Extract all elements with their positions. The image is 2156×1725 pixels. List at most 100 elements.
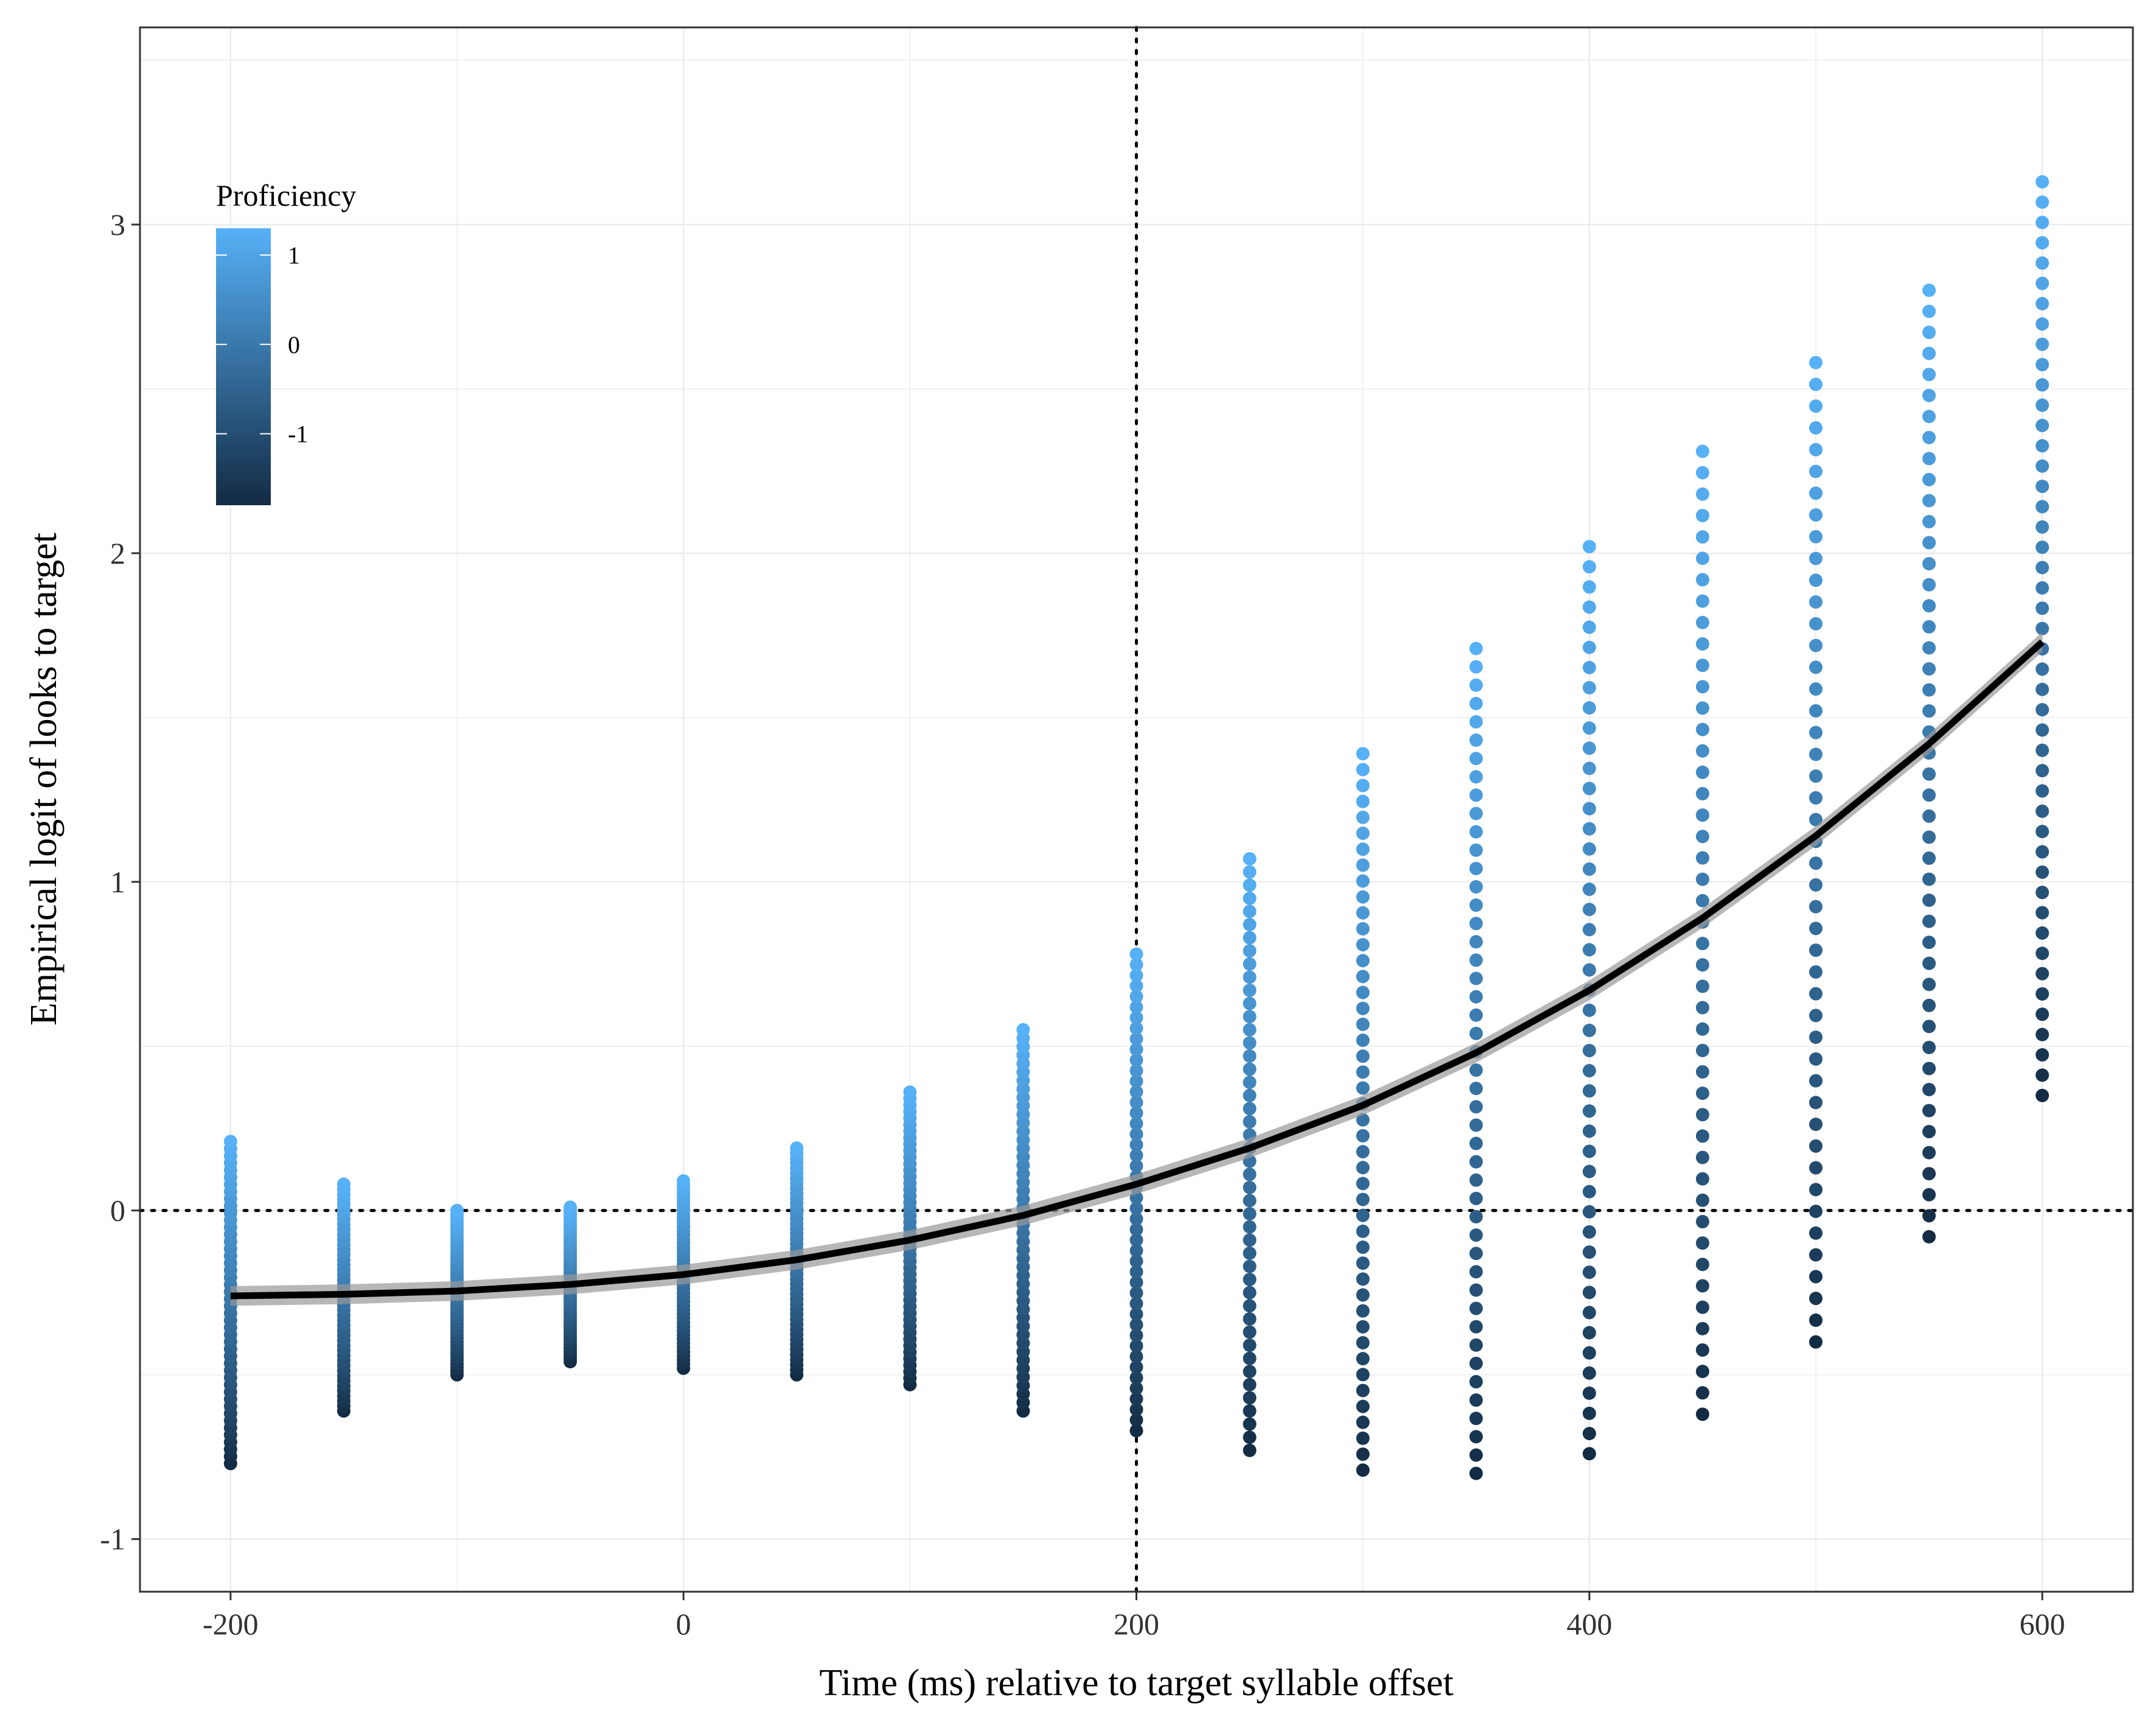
data-point — [2036, 825, 2050, 839]
data-point — [1243, 1377, 1257, 1391]
data-point — [1356, 938, 1370, 952]
data-point — [1582, 620, 1596, 634]
data-point — [1243, 891, 1257, 905]
data-point — [1356, 1352, 1370, 1366]
data-point — [1582, 1225, 1596, 1239]
data-point — [1469, 843, 1483, 857]
x-tick-label: 600 — [2020, 1607, 2065, 1641]
data-point — [1356, 970, 1370, 984]
data-point — [1356, 810, 1370, 824]
data-point — [1809, 1226, 1823, 1240]
data-point — [1356, 779, 1370, 793]
data-point — [1695, 744, 1709, 758]
data-point — [1469, 788, 1483, 802]
data-point — [1243, 1430, 1257, 1444]
data-point — [1356, 1304, 1370, 1318]
data-point — [1695, 466, 1709, 480]
data-point — [1695, 530, 1709, 544]
data-point — [2036, 398, 2050, 412]
data-point — [1582, 923, 1596, 937]
data-point — [1582, 1104, 1596, 1118]
data-point — [1129, 1296, 1143, 1310]
data-point — [1809, 443, 1823, 457]
data-point — [1356, 890, 1370, 904]
data-point — [1243, 852, 1257, 866]
data-point — [1243, 1167, 1257, 1181]
data-point — [1809, 551, 1823, 565]
data-point — [1922, 557, 1936, 571]
data-point — [1582, 540, 1596, 554]
data-point — [1809, 639, 1823, 653]
data-point — [1809, 1335, 1823, 1349]
data-point — [1695, 487, 1709, 501]
data-point — [1469, 1100, 1483, 1114]
data-point — [1243, 1180, 1257, 1194]
axes: -200 0 200 400 600 -1 0 1 2 3 — [100, 208, 2065, 1641]
data-point — [2036, 845, 2050, 859]
data-point — [2036, 378, 2050, 392]
data-point — [1243, 1207, 1257, 1221]
data-point — [1922, 1083, 1936, 1097]
data-point — [1243, 1220, 1257, 1234]
data-point — [1469, 990, 1483, 1004]
data-point — [1469, 1008, 1483, 1022]
data-point — [1243, 957, 1257, 971]
data-point — [1469, 1118, 1483, 1132]
data-point — [1922, 1104, 1936, 1118]
data-point — [1922, 998, 1936, 1012]
data-point — [1582, 640, 1596, 654]
data-point — [1809, 1292, 1823, 1306]
data-point — [1809, 595, 1823, 609]
fitted-line — [230, 639, 2045, 1300]
data-point — [1922, 599, 1936, 613]
data-point — [1809, 965, 1823, 979]
data-point — [1469, 861, 1483, 875]
data-point — [1469, 770, 1483, 784]
data-point — [1809, 878, 1823, 892]
data-point — [1129, 1127, 1143, 1141]
data-point — [1695, 765, 1709, 779]
fitted-curve — [230, 632, 2045, 1306]
data-point — [1922, 851, 1936, 865]
data-point — [1922, 326, 1936, 340]
data-point — [1809, 573, 1823, 587]
data-point — [1129, 1222, 1143, 1236]
data-point — [1809, 987, 1823, 1001]
data-point — [337, 1177, 351, 1191]
data-point — [1356, 1208, 1370, 1222]
legend-tick-label: -1 — [288, 421, 308, 448]
data-point — [1695, 1065, 1709, 1079]
data-point — [1809, 1248, 1823, 1262]
data-point — [1809, 1313, 1823, 1327]
data-point — [1243, 1351, 1257, 1365]
data-point — [1582, 580, 1596, 594]
data-point — [1809, 682, 1823, 696]
data-point — [1129, 1392, 1143, 1406]
data-point — [1356, 874, 1370, 888]
data-point — [1695, 1172, 1709, 1186]
data-point — [1129, 1254, 1143, 1268]
data-point — [1809, 508, 1823, 522]
data-point — [2036, 439, 2050, 453]
data-point — [1243, 1023, 1257, 1037]
data-point — [1129, 1085, 1143, 1099]
data-point — [1582, 802, 1596, 816]
data-point — [1922, 368, 1936, 382]
data-point — [1695, 659, 1709, 673]
data-point — [1695, 786, 1709, 800]
data-point — [1695, 637, 1709, 651]
data-point — [1582, 1084, 1596, 1098]
data-point — [1695, 1150, 1709, 1164]
data-point — [1695, 573, 1709, 587]
data-point — [1809, 399, 1823, 413]
data-point — [1922, 494, 1936, 508]
data-point — [1809, 900, 1823, 914]
data-point — [1922, 515, 1936, 529]
data-point — [1129, 1202, 1143, 1216]
data-point — [1356, 1034, 1370, 1048]
data-point — [1922, 620, 1936, 634]
data-point — [1922, 472, 1936, 486]
data-point — [1809, 856, 1823, 870]
data-point — [1129, 1339, 1143, 1353]
